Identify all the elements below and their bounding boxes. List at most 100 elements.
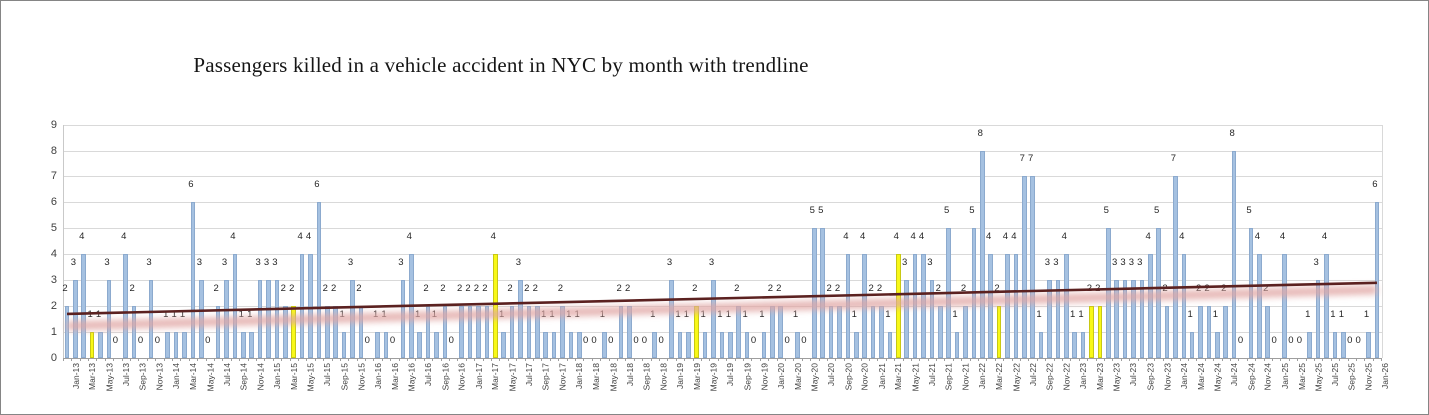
x-axis-tick-label: Mar-21	[893, 363, 904, 390]
bar	[887, 332, 893, 358]
bar-value-label: 4	[918, 231, 925, 243]
bar-value-label: 5	[809, 205, 815, 217]
bar	[862, 254, 867, 358]
bar-value-label: 3	[1044, 257, 1051, 269]
bar-value-label: 4	[1179, 231, 1185, 243]
x-axis-tick-label: May-16	[406, 363, 417, 392]
x-axis-tick-label: Jan-13	[70, 363, 81, 389]
bar	[1105, 228, 1111, 358]
x-axis-tick-label: Nov-15	[356, 363, 366, 391]
x-axis-tick-mark	[902, 358, 904, 361]
x-axis-tick-mark	[608, 358, 610, 361]
bar	[1324, 254, 1329, 358]
bar	[837, 306, 842, 358]
bar-value-label: 3	[70, 257, 77, 269]
bar-value-label: 4	[843, 231, 849, 243]
bar-value-label: 8	[977, 127, 983, 139]
x-axis-tick-mark	[1313, 358, 1315, 361]
x-axis-tick-mark	[1120, 358, 1122, 361]
bar-value-label: 2	[960, 283, 967, 295]
bar-value-label: 3	[708, 257, 715, 269]
x-axis-tick-label: Sep-16	[439, 363, 450, 391]
x-axis-tick-mark	[1288, 358, 1290, 361]
x-axis-tick-label: Jul-14	[221, 363, 232, 387]
x-axis-tick-mark	[171, 358, 173, 361]
bar	[165, 332, 171, 358]
x-axis-tick-mark	[726, 358, 728, 361]
x-axis-tick-mark	[1339, 358, 1341, 361]
bar	[81, 254, 87, 358]
bar-value-label: 8	[1229, 127, 1235, 139]
bar	[375, 332, 380, 358]
bar-value-label: 3	[398, 257, 404, 269]
x-axis-tick-mark	[457, 358, 459, 361]
x-axis-tick-mark	[1146, 358, 1147, 361]
x-axis-tick-label: Jan-24	[1178, 363, 1189, 389]
bar	[73, 280, 78, 358]
bar-value-label: 4	[1061, 231, 1067, 243]
bar	[241, 332, 246, 358]
x-axis-tick-mark	[1020, 358, 1022, 361]
bar	[795, 332, 800, 358]
x-axis-tick-mark	[810, 358, 812, 361]
bar	[1072, 332, 1077, 358]
x-axis-tick-label: Jan-21	[876, 363, 887, 389]
bar	[686, 332, 691, 358]
bar	[459, 306, 464, 358]
x-axis-tick-label: Nov-14	[255, 363, 266, 391]
x-axis-tick-mark	[692, 358, 694, 361]
bar	[266, 280, 271, 358]
x-axis-tick-mark	[1154, 358, 1156, 361]
bar-value-label: 0	[1288, 335, 1294, 346]
x-axis-tick-label: Nov-19	[759, 363, 770, 391]
x-axis-tick-mark	[507, 358, 509, 361]
bar-value-label: 0	[154, 335, 160, 346]
bar	[383, 332, 389, 358]
bar-value-label: 7	[1170, 153, 1177, 165]
x-axis-tick-mark	[1204, 358, 1206, 361]
bar-value-label: 1	[759, 309, 765, 321]
x-axis-tick-label: Nov-13	[154, 363, 165, 391]
bar	[232, 254, 238, 358]
x-axis-tick-label: May-20	[809, 363, 820, 392]
x-axis-tick-label: Jul-23	[1128, 363, 1139, 387]
x-axis-tick-label: Jul-25	[1330, 363, 1341, 387]
bar	[131, 306, 137, 358]
x-axis-tick-mark	[910, 358, 912, 361]
bar-value-label: 2	[776, 283, 782, 295]
x-axis-tick-mark	[491, 358, 493, 361]
x-axis-tick-label: Sep-17	[540, 363, 551, 391]
bar	[1181, 254, 1187, 358]
x-axis-tick-label: Nov-22	[1061, 363, 1072, 391]
x-axis-tick-mark	[533, 358, 535, 361]
bar-value-label: 6	[314, 179, 320, 191]
bar	[1021, 176, 1027, 358]
bar	[602, 332, 607, 358]
bar-value-label: 1	[952, 309, 958, 321]
bar	[854, 332, 859, 358]
bar	[1131, 280, 1136, 358]
bar	[1265, 306, 1271, 358]
x-axis-tick-label: Jul-22	[1027, 363, 1038, 387]
x-axis-tick-label: Jan-14	[171, 363, 182, 389]
x-axis-tick-mark	[885, 358, 887, 361]
x-axis-tick-mark	[1171, 358, 1173, 361]
x-axis-tick-mark	[1095, 358, 1097, 361]
x-axis-tick-mark	[1263, 358, 1265, 361]
x-axis-tick-mark	[1221, 358, 1223, 361]
y-axis-tick-label: 7	[50, 170, 57, 183]
bar-value-label: 3	[1053, 257, 1059, 269]
x-axis-tick-label: May-14	[204, 363, 215, 392]
x-axis-tick-mark	[1112, 358, 1114, 361]
bar-value-label: 4	[1145, 231, 1151, 243]
y-gridline	[63, 176, 1382, 178]
chart-title: Passengers killed in a vehicle accident …	[193, 53, 809, 77]
x-axis-tick-mark	[684, 358, 686, 361]
bar	[543, 332, 548, 358]
x-axis-tick-mark	[356, 358, 358, 361]
bar-value-label: 4	[1002, 231, 1009, 243]
x-axis-tick-label: Sep-18	[641, 363, 652, 391]
bar	[979, 150, 985, 358]
x-axis-tick-label: Mar-14	[188, 363, 199, 390]
